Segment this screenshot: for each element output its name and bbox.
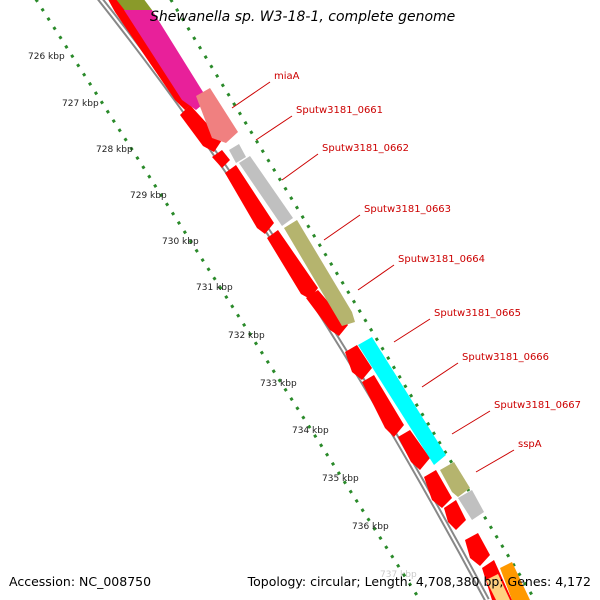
gene-leader-line <box>255 115 293 141</box>
gene-label[interactable]: Sputw3181_0665 <box>434 308 521 319</box>
cds-reverse <box>212 150 230 168</box>
genome-backbone-outer <box>97 0 490 600</box>
tick-label: 734 kbp <box>292 426 329 436</box>
cds-reverse <box>362 375 404 437</box>
gene-leader-line <box>475 449 515 473</box>
tick-label: 737 kbp <box>380 570 417 580</box>
tick-label: 729 kbp <box>130 191 167 201</box>
tick-label: 733 kbp <box>260 379 297 389</box>
gene-leader-line <box>281 153 319 181</box>
cds-reverse <box>444 500 466 530</box>
scale-tick-labels: 726 kbp 727 kbp 728 kbp 729 kbp 730 kbp 731 k… <box>28 52 417 580</box>
cds-reverse <box>465 533 490 566</box>
gene-leader-line <box>323 214 361 241</box>
tick-label: 732 kbp <box>228 331 265 341</box>
gene-leader-line <box>451 410 491 435</box>
genome-backbone-inner <box>99 0 488 600</box>
gene-mia-a <box>196 88 238 143</box>
cds-reverse <box>267 230 318 299</box>
gene-label[interactable]: Sputw3181_0662 <box>322 143 409 154</box>
gene-label[interactable]: sspA <box>518 439 542 450</box>
topology-summary-text: Topology: circular; Length: 4,708,380 bp… <box>247 574 591 589</box>
cds-reverse <box>225 165 274 234</box>
cds-reverse <box>306 290 348 336</box>
inner-dotted-track <box>34 0 422 600</box>
tick-label: 731 kbp <box>196 283 233 293</box>
gene-orange-light <box>486 574 510 600</box>
gene-leader-line <box>357 264 395 291</box>
cds-reverse <box>398 430 430 470</box>
gene-sputw3181-0667 <box>440 462 470 497</box>
tick-label: 730 kbp <box>162 237 199 247</box>
gene-leader-line <box>393 318 431 343</box>
gene-label[interactable]: Sputw3181_0663 <box>364 204 451 215</box>
gene-label[interactable]: Sputw3181_0667 <box>494 400 581 411</box>
gene-sputw3181-0665 <box>358 337 446 465</box>
gene-label[interactable]: miaA <box>274 71 300 82</box>
cds-reverse <box>424 470 452 508</box>
gene-label[interactable]: Sputw3181_0666 <box>462 352 549 363</box>
gene-sputw3181-0661 <box>229 144 246 163</box>
accession-text: Accession: NC_008750 <box>9 574 152 589</box>
cds-reverse <box>180 105 222 152</box>
gene-leader-line <box>231 81 271 109</box>
tick-label: 736 kbp <box>352 522 389 532</box>
gene-leader-line <box>421 362 459 388</box>
gene-orange <box>500 562 530 600</box>
cds-reverse <box>345 345 372 380</box>
gene-sputw3181-0663 <box>284 220 355 326</box>
gene-labels: miaA Sputw3181_0661 Sputw3181_0662 Sputw318… <box>231 71 581 473</box>
tick-label: 728 kbp <box>96 145 133 155</box>
gene-sspa <box>458 490 484 520</box>
tick-label: 727 kbp <box>62 99 99 109</box>
gene-sputw3181-0662 <box>239 156 293 226</box>
tick-label: 735 kbp <box>322 474 359 484</box>
genome-title: Shewanella sp. W3-18-1, complete genome <box>150 9 456 25</box>
gene-olive <box>116 0 152 12</box>
forward-strand-track <box>116 0 530 600</box>
tick-label: 726 kbp <box>28 52 65 62</box>
gene-label[interactable]: Sputw3181_0664 <box>398 254 485 265</box>
gene-label[interactable]: Sputw3181_0661 <box>296 105 383 116</box>
gene-magenta <box>124 10 208 110</box>
